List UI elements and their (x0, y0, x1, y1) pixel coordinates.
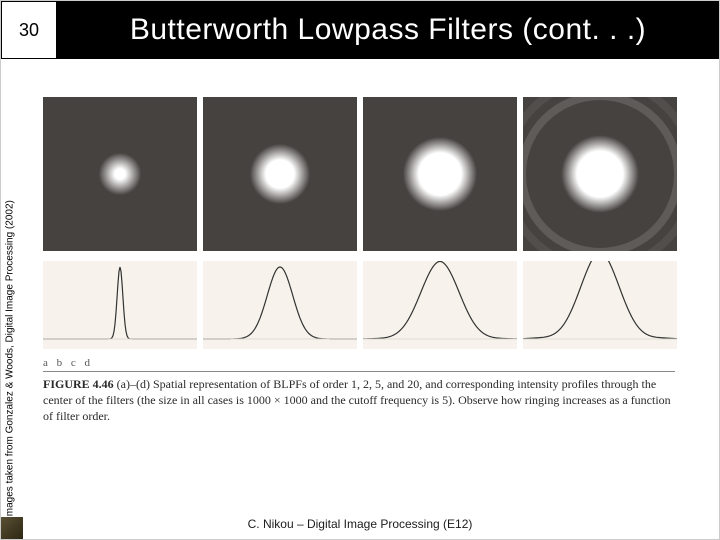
profile-c (363, 261, 517, 349)
slide-number-box: 30 (1, 1, 57, 59)
side-credit: Images taken from Gonzalez & Woods, Digi… (3, 89, 17, 519)
figure-label: FIGURE 4.46 (43, 377, 114, 391)
profile-b (203, 261, 357, 349)
title-box: Butterworth Lowpass Filters (cont. . .) (57, 1, 719, 59)
profile-d (523, 261, 677, 349)
figure-body: (a)–(d) Spatial representation of BLPFs … (43, 377, 671, 423)
slide-number: 30 (19, 20, 39, 41)
filter-panel-b (203, 97, 357, 251)
filter-panel-a (43, 97, 197, 251)
filter-panel-row (43, 97, 683, 251)
slide-title: Butterworth Lowpass Filters (cont. . .) (130, 13, 646, 47)
caption-text: FIGURE 4.46 (a)–(d) Spatial representati… (43, 376, 675, 425)
slide-header: 30 Butterworth Lowpass Filters (cont. . … (1, 1, 719, 59)
figure-caption: a b c d FIGURE 4.46 (a)–(d) Spatial repr… (43, 357, 675, 425)
profile-a (43, 261, 197, 349)
corner-decoration (1, 517, 23, 539)
filter-panel-d (523, 97, 677, 251)
content-area: a b c d FIGURE 4.46 (a)–(d) Spatial repr… (43, 97, 683, 425)
profile-row (43, 261, 683, 349)
filter-panel-c (363, 97, 517, 251)
slide-footer: C. Nikou – Digital Image Processing (E12… (1, 517, 719, 531)
caption-divider (43, 371, 675, 372)
panel-labels: a b c d (43, 357, 675, 369)
